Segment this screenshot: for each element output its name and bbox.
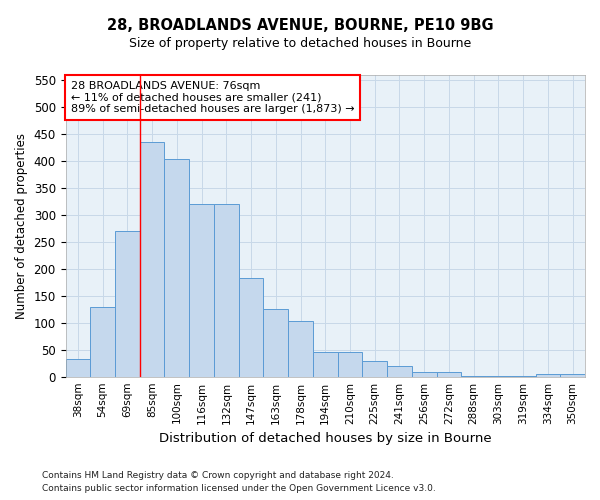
Bar	[536, 374, 560, 376]
Bar	[140, 142, 164, 376]
Bar	[437, 372, 461, 376]
Bar	[239, 278, 263, 376]
Text: Size of property relative to detached houses in Bourne: Size of property relative to detached ho…	[129, 38, 471, 51]
Text: 28 BROADLANDS AVENUE: 76sqm
← 11% of detached houses are smaller (241)
89% of se: 28 BROADLANDS AVENUE: 76sqm ← 11% of det…	[71, 81, 355, 114]
Text: Contains public sector information licensed under the Open Government Licence v3: Contains public sector information licen…	[42, 484, 436, 493]
X-axis label: Distribution of detached houses by size in Bourne: Distribution of detached houses by size …	[159, 432, 491, 445]
Bar	[90, 306, 115, 376]
Bar	[214, 204, 239, 376]
Bar	[115, 231, 140, 376]
Bar	[288, 321, 313, 376]
Bar	[164, 158, 189, 376]
Bar	[560, 374, 585, 376]
Bar	[387, 366, 412, 376]
Bar	[189, 204, 214, 376]
Text: Contains HM Land Registry data © Crown copyright and database right 2024.: Contains HM Land Registry data © Crown c…	[42, 470, 394, 480]
Text: 28, BROADLANDS AVENUE, BOURNE, PE10 9BG: 28, BROADLANDS AVENUE, BOURNE, PE10 9BG	[107, 18, 493, 32]
Bar	[313, 352, 338, 376]
Y-axis label: Number of detached properties: Number of detached properties	[15, 133, 28, 319]
Bar	[338, 352, 362, 376]
Bar	[412, 372, 437, 376]
Bar	[362, 360, 387, 376]
Bar	[65, 359, 90, 376]
Bar	[263, 310, 288, 376]
